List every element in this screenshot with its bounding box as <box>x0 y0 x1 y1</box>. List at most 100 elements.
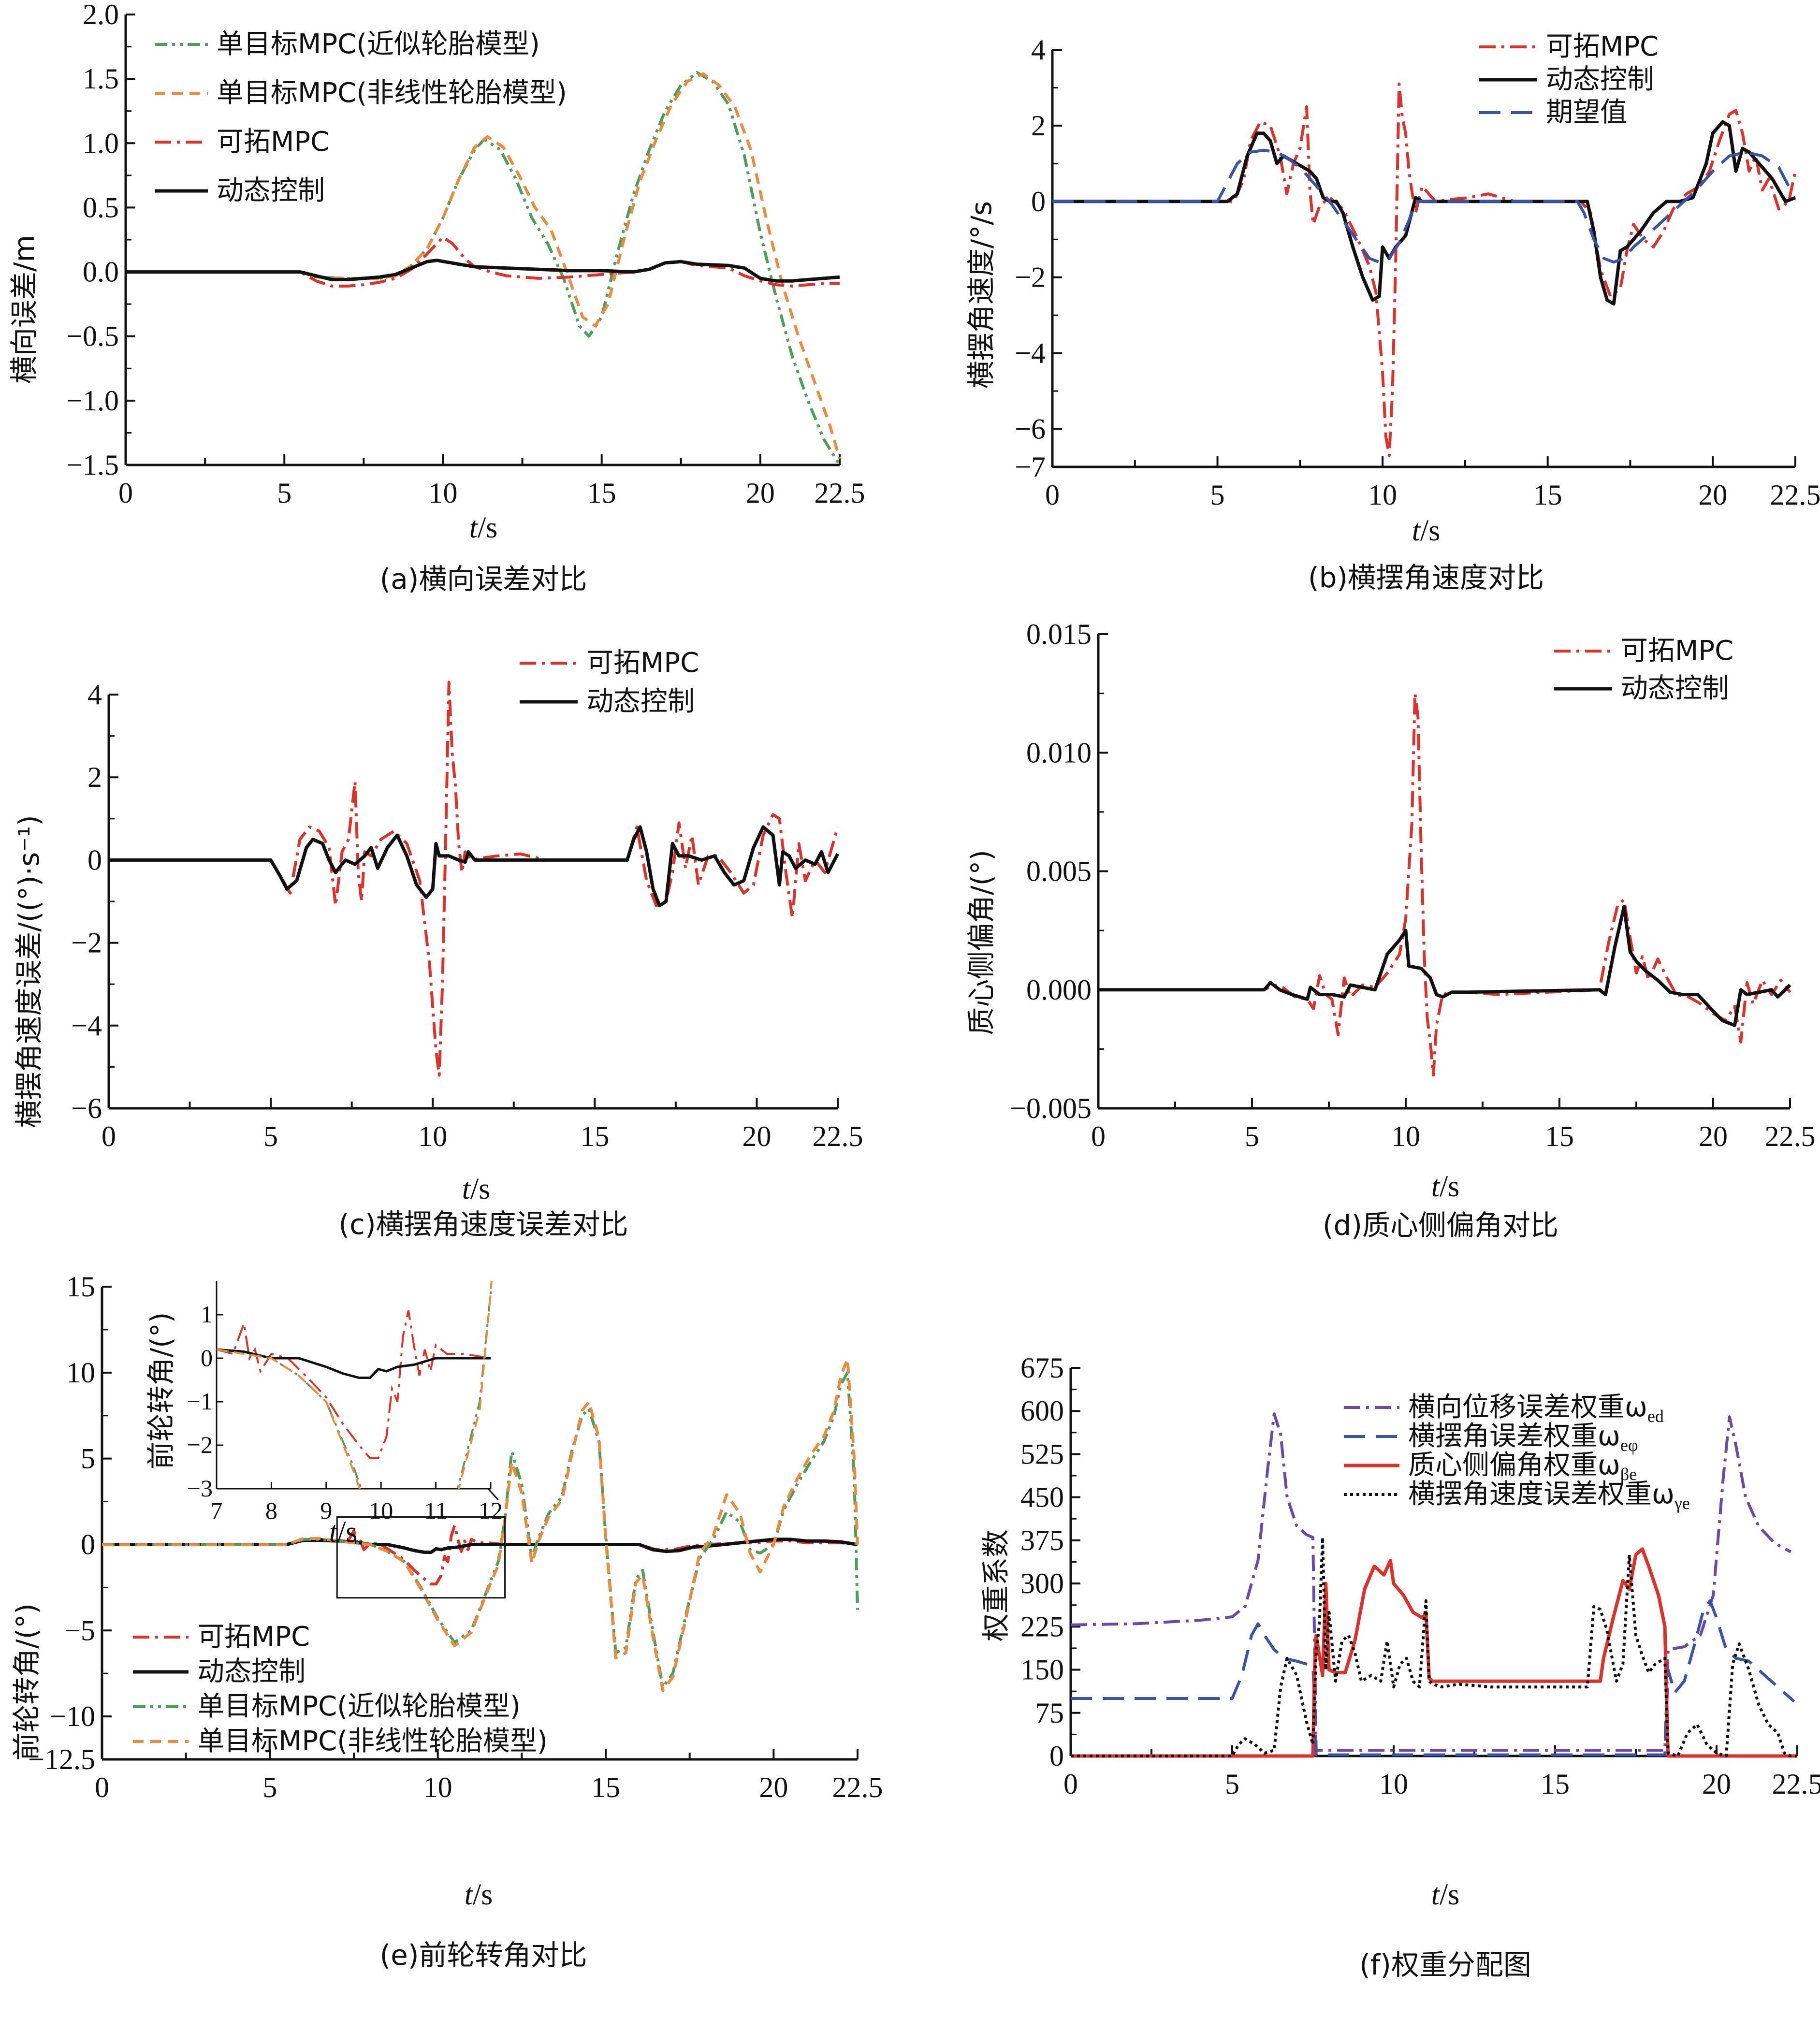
y-tick-label: 5 <box>81 1443 95 1475</box>
y-tick-label: 0.5 <box>83 191 119 223</box>
y-tick-label: 375 <box>1020 1524 1064 1556</box>
legend-label: 动态控制 <box>1546 64 1654 95</box>
legend-label: 单目标MPC(近似轮胎模型) <box>217 29 540 60</box>
axes: 0 5 10 15 20 22.5 −6 −4 −2 0 2 4 <box>71 679 863 1152</box>
axes: 0 5 10 15 20 22.5 −7 −6 −4 −2 0 2 4 <box>1015 34 1820 511</box>
x-tick-label: 20 <box>1699 1120 1728 1152</box>
y-axis-title: 前轮转角/(°) <box>10 1603 43 1761</box>
x-tick-label: 0 <box>1091 1120 1106 1152</box>
x-tick-label: 0 <box>95 1771 109 1803</box>
inset-x-tick-label: 8 <box>265 1497 277 1524</box>
inset-y-axis-title: 前轮转角/(°) <box>145 1312 177 1470</box>
y-tick-label: 0.000 <box>1026 974 1092 1006</box>
x-tick-label: 15 <box>1541 1768 1570 1800</box>
x-tick-label: 5 <box>1210 479 1225 511</box>
series-line-2 <box>1071 1547 1797 1758</box>
x-tick-label: 15 <box>580 1120 609 1152</box>
inset-x-tick-label: 11 <box>424 1497 448 1524</box>
x-tick-label: 5 <box>1225 1768 1239 1800</box>
chart-f-weight-allocation: 0 5 10 15 20 22.5 0 75 150 225 300 375 450 525 600 675 t… <box>979 1352 1820 1981</box>
inset-series-line-1 <box>217 1348 491 1379</box>
y-tick-label: 0 <box>1031 186 1046 218</box>
series-line-2 <box>126 235 840 288</box>
x-tick-label: 0 <box>1063 1768 1078 1800</box>
x-axis-title: t/s <box>465 1878 493 1911</box>
series-group <box>109 681 840 1077</box>
series-line-3 <box>126 259 840 283</box>
x-tick-label: 15 <box>1545 1120 1574 1152</box>
legend-label: 可拓MPC <box>586 647 699 679</box>
y-tick-label: 675 <box>1020 1352 1064 1384</box>
y-tick-label: 15 <box>66 1271 95 1303</box>
y-tick-label: 75 <box>1035 1697 1064 1729</box>
x-tick-label: 10 <box>423 1771 452 1803</box>
x-tick-label: 15 <box>591 1771 620 1803</box>
y-axis-title: 质心侧偏角/(°) <box>965 850 998 1035</box>
y-axis-title: 横摆角速度/°/s <box>965 201 998 389</box>
y-tick-label: −4 <box>71 1010 102 1042</box>
x-tick-label: 22.5 <box>813 1120 863 1152</box>
y-tick-label: 0.015 <box>1026 618 1092 650</box>
y-axis-title: 横摆角速度误差/((°)·s⁻¹) <box>13 815 45 1128</box>
y-tick-label: 450 <box>1020 1481 1064 1513</box>
y-tick-label: 1.0 <box>83 127 119 159</box>
x-axis-title: t/s <box>1412 514 1441 547</box>
legend-label: 单目标MPC(近似轮胎模型) <box>197 1691 521 1722</box>
y-tick-label: −5 <box>64 1614 95 1646</box>
legend-label: 可拓MPC <box>217 126 329 158</box>
y-tick-label: 4 <box>87 679 102 711</box>
chart-caption: (f)权重分配图 <box>1359 1948 1531 1981</box>
chart-caption: (a)横向误差对比 <box>380 563 587 595</box>
x-tick-label: 15 <box>587 477 616 509</box>
y-axis-title: 横向误差/m <box>8 235 41 384</box>
y-tick-label: 600 <box>1020 1395 1064 1427</box>
legend: 横向位移误差权重ωed横摆角误差权重ωeφ质心侧偏角权重ωβe横摆角速度误差权重… <box>1344 1392 1690 1513</box>
y-tick-label: 0 <box>1049 1740 1064 1772</box>
y-tick-label: 2 <box>87 761 102 793</box>
chart-e-front-wheel-angle: 0 5 10 15 20 22.5−12.5−10−5051015t/s前轮转角/(°)(… <box>10 1271 883 1972</box>
inset-background <box>217 1278 500 1489</box>
y-tick-label: 300 <box>1020 1567 1064 1599</box>
chart-caption: (b)横摆角速度对比 <box>1308 561 1544 594</box>
chart-c-yaw-rate-error: 0 5 10 15 20 22.5 −6 −4 −2 0 2 4 t/s 横摆角速度误差/((°)·s⁻¹… <box>13 647 863 1241</box>
legend-label: 可拓MPC <box>1621 635 1733 667</box>
y-tick-label: 0 <box>81 1528 95 1560</box>
y-tick-label: 10 <box>66 1357 95 1389</box>
legend: 可拓MPC 动态控制 <box>520 647 699 717</box>
x-tick-label: 5 <box>277 477 291 509</box>
series-group <box>126 71 841 466</box>
series-group <box>1052 82 1797 457</box>
x-tick-label: 10 <box>418 1120 447 1152</box>
y-tick-label: 1.5 <box>83 63 119 95</box>
series-line-3 <box>1071 1536 1797 1757</box>
y-tick-label: 4 <box>1031 34 1046 66</box>
series-line-1 <box>1071 1599 1795 1756</box>
inset-x-tick-label: 12 <box>479 1497 503 1524</box>
x-tick-label: 20 <box>1698 479 1727 511</box>
legend-label: 期望值 <box>1546 97 1627 128</box>
x-tick-label: 22.5 <box>815 477 865 509</box>
legend: 单目标MPC(近似轮胎模型) 单目标MPC(非线性轮胎模型) 可拓MPC 动态控制 <box>155 29 567 206</box>
legend-label: 横向位移误差权重ωed <box>1408 1392 1664 1426</box>
series-group <box>102 1357 859 1692</box>
x-axis-title: t/s <box>469 511 498 544</box>
x-axis-title: t/s <box>462 1173 491 1205</box>
chart-caption: (c)横摆角速度误差对比 <box>338 1208 628 1241</box>
x-tick-label: 22.5 <box>1770 479 1820 511</box>
y-tick-label: 2.0 <box>83 0 119 30</box>
x-tick-label: 10 <box>1391 1120 1420 1152</box>
chart-d-sideslip-angle: 0 5 10 15 20 22.5 −0.005 0.000 0.005 0.010 0.015 t/… <box>965 618 1816 1242</box>
inset-x-tick-label: 9 <box>320 1497 332 1524</box>
y-tick-label: −1.5 <box>66 449 119 481</box>
zoom-box <box>336 1516 506 1599</box>
y-tick-label: −12.5 <box>28 1743 95 1775</box>
legend: 可拓MPC 动态控制 <box>1554 635 1733 704</box>
y-tick-label: −2 <box>71 927 102 959</box>
y-tick-label: −7 <box>1015 451 1046 483</box>
inset-y-tick-label: −1 <box>187 1388 213 1415</box>
x-tick-label: 20 <box>742 1120 771 1152</box>
series-group <box>1070 1412 1797 1758</box>
x-tick-label: 10 <box>428 477 457 509</box>
